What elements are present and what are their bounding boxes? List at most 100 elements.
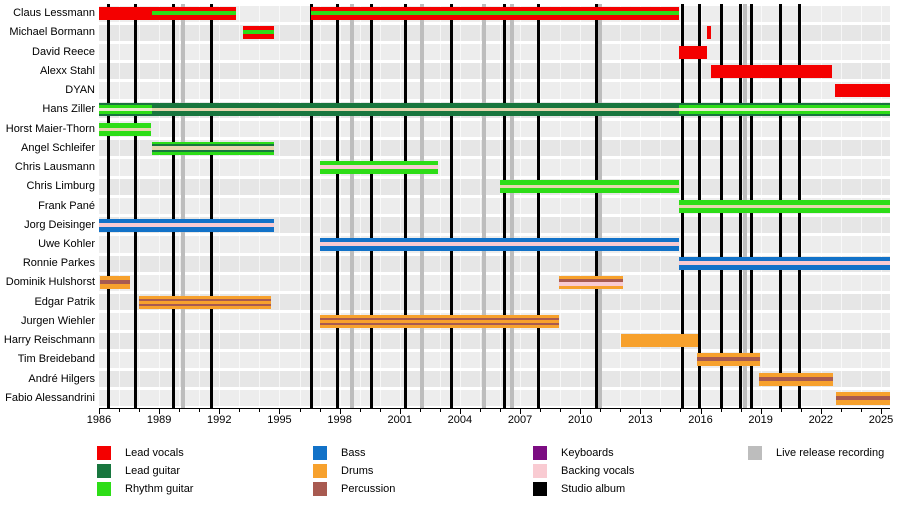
x-axis-tick <box>119 409 121 412</box>
bar-stripe-brown <box>319 322 560 325</box>
bar-stripe-bright_green <box>319 169 438 175</box>
member-label: Frank Pané <box>38 199 95 212</box>
bar-stripe-blue <box>679 265 890 271</box>
bar-stripe-tan <box>679 204 890 208</box>
member-bar <box>319 314 560 328</box>
legend-swatch-gray <box>748 446 762 460</box>
x-axis-tick <box>479 409 481 412</box>
x-axis-label: 2010 <box>567 414 593 426</box>
year-gridline <box>199 4 201 408</box>
x-axis-tick <box>259 409 261 412</box>
bar-stripe-orange <box>319 319 560 323</box>
studio-album-line <box>336 4 340 408</box>
bar-stripe-bright_green <box>99 122 152 128</box>
bar-stripe-bright_green <box>679 105 890 109</box>
member-bar <box>319 237 680 251</box>
legend-swatch-red <box>97 446 111 460</box>
bar-stripe-orange <box>696 353 760 358</box>
timeline-row-band <box>99 294 890 311</box>
x-axis-tick <box>660 409 662 412</box>
x-axis-label: 1992 <box>207 414 232 426</box>
bar-stripe-orange <box>758 380 833 386</box>
studio-album-line <box>106 4 110 408</box>
bar-stripe-orange <box>319 324 560 328</box>
bar-stripe-bright_green <box>99 105 153 109</box>
x-axis-tick <box>580 409 582 414</box>
member-bar <box>559 276 624 290</box>
bar-stripe-brown <box>696 357 760 362</box>
bar-stripe-dark_green <box>152 103 680 109</box>
bar-stripe-blue <box>319 237 680 242</box>
bar-stripe-brown <box>319 317 560 320</box>
bar-stripe-orange <box>835 399 890 405</box>
bar-stripe-bright_green <box>679 199 890 205</box>
x-axis-tick <box>760 409 762 414</box>
bar-stripe-blue <box>319 245 680 251</box>
bar-stripe-pale <box>679 108 890 112</box>
bar-stripe-bright_green <box>152 141 275 144</box>
legend-swatch-blue <box>313 446 327 460</box>
member-bar <box>139 295 272 309</box>
legend-label: Lead vocals <box>125 447 184 459</box>
x-axis-tick <box>319 409 321 412</box>
bar-stripe-blue <box>99 226 275 232</box>
x-axis-tick <box>179 409 181 412</box>
year-gridline <box>560 4 562 408</box>
timeline-row-band <box>99 43 890 61</box>
x-axis-label: 1995 <box>267 414 292 426</box>
member-bar <box>679 45 707 59</box>
member-bar <box>835 391 890 405</box>
legend-swatch-brown <box>313 482 327 496</box>
live-recording-line <box>598 4 603 408</box>
bar-stripe-red <box>679 45 707 59</box>
legend-swatch-purple <box>533 446 547 460</box>
bar-stripe-red <box>834 84 890 98</box>
bar-stripe-orange <box>100 284 131 290</box>
x-axis-label: 2016 <box>688 414 713 426</box>
x-axis-tick <box>419 409 421 412</box>
studio-album-line <box>404 4 408 408</box>
bar-stripe-red <box>99 7 153 21</box>
timeline-row-band <box>99 63 890 80</box>
year-gridline <box>139 4 141 408</box>
bar-stripe-orange <box>319 314 560 318</box>
x-axis-tick <box>880 409 882 414</box>
member-bar <box>679 257 890 271</box>
bar-stripe-dark_green <box>152 143 275 146</box>
year-gridline <box>339 4 341 408</box>
x-axis-tick <box>720 409 722 412</box>
bar-stripe-orange <box>696 361 760 367</box>
x-axis-tick <box>800 409 802 412</box>
x-axis-label: 1986 <box>86 414 112 426</box>
bar-stripe-dark_green <box>152 149 275 152</box>
x-axis-tick <box>159 409 161 414</box>
member-bar <box>679 103 890 117</box>
legend-label: Lead guitar <box>125 465 181 477</box>
year-gridline <box>459 4 461 408</box>
bar-stripe-dark_green <box>679 103 890 106</box>
member-label: Michael Bormann <box>9 26 95 39</box>
legend-swatch-pink <box>533 464 547 478</box>
bar-stripe-bright_green <box>152 11 237 16</box>
x-axis-tick <box>540 409 542 412</box>
x-axis-tick <box>339 409 341 414</box>
bar-stripe-brown <box>100 280 131 285</box>
studio-album-line <box>536 4 540 408</box>
x-axis-label: 2001 <box>387 414 412 426</box>
timeline-row-band <box>99 140 890 157</box>
legend-swatch-dark_green <box>97 464 111 478</box>
member-label: Chris Lausmann <box>14 161 95 174</box>
studio-album-line <box>450 4 454 408</box>
studio-album-line <box>209 4 213 408</box>
bar-stripe-bright_green <box>500 188 680 194</box>
bar-stripe-orange <box>835 391 890 396</box>
x-axis-tick <box>680 409 682 412</box>
bar-stripe-red <box>706 26 711 40</box>
studio-album-line <box>370 4 374 408</box>
x-axis-tick <box>840 409 842 412</box>
member-bar <box>99 218 275 232</box>
member-bar <box>500 180 680 194</box>
member-label: David Reece <box>32 45 95 58</box>
member-label: André Hilgers <box>28 372 95 385</box>
live-recording-line <box>349 4 354 408</box>
